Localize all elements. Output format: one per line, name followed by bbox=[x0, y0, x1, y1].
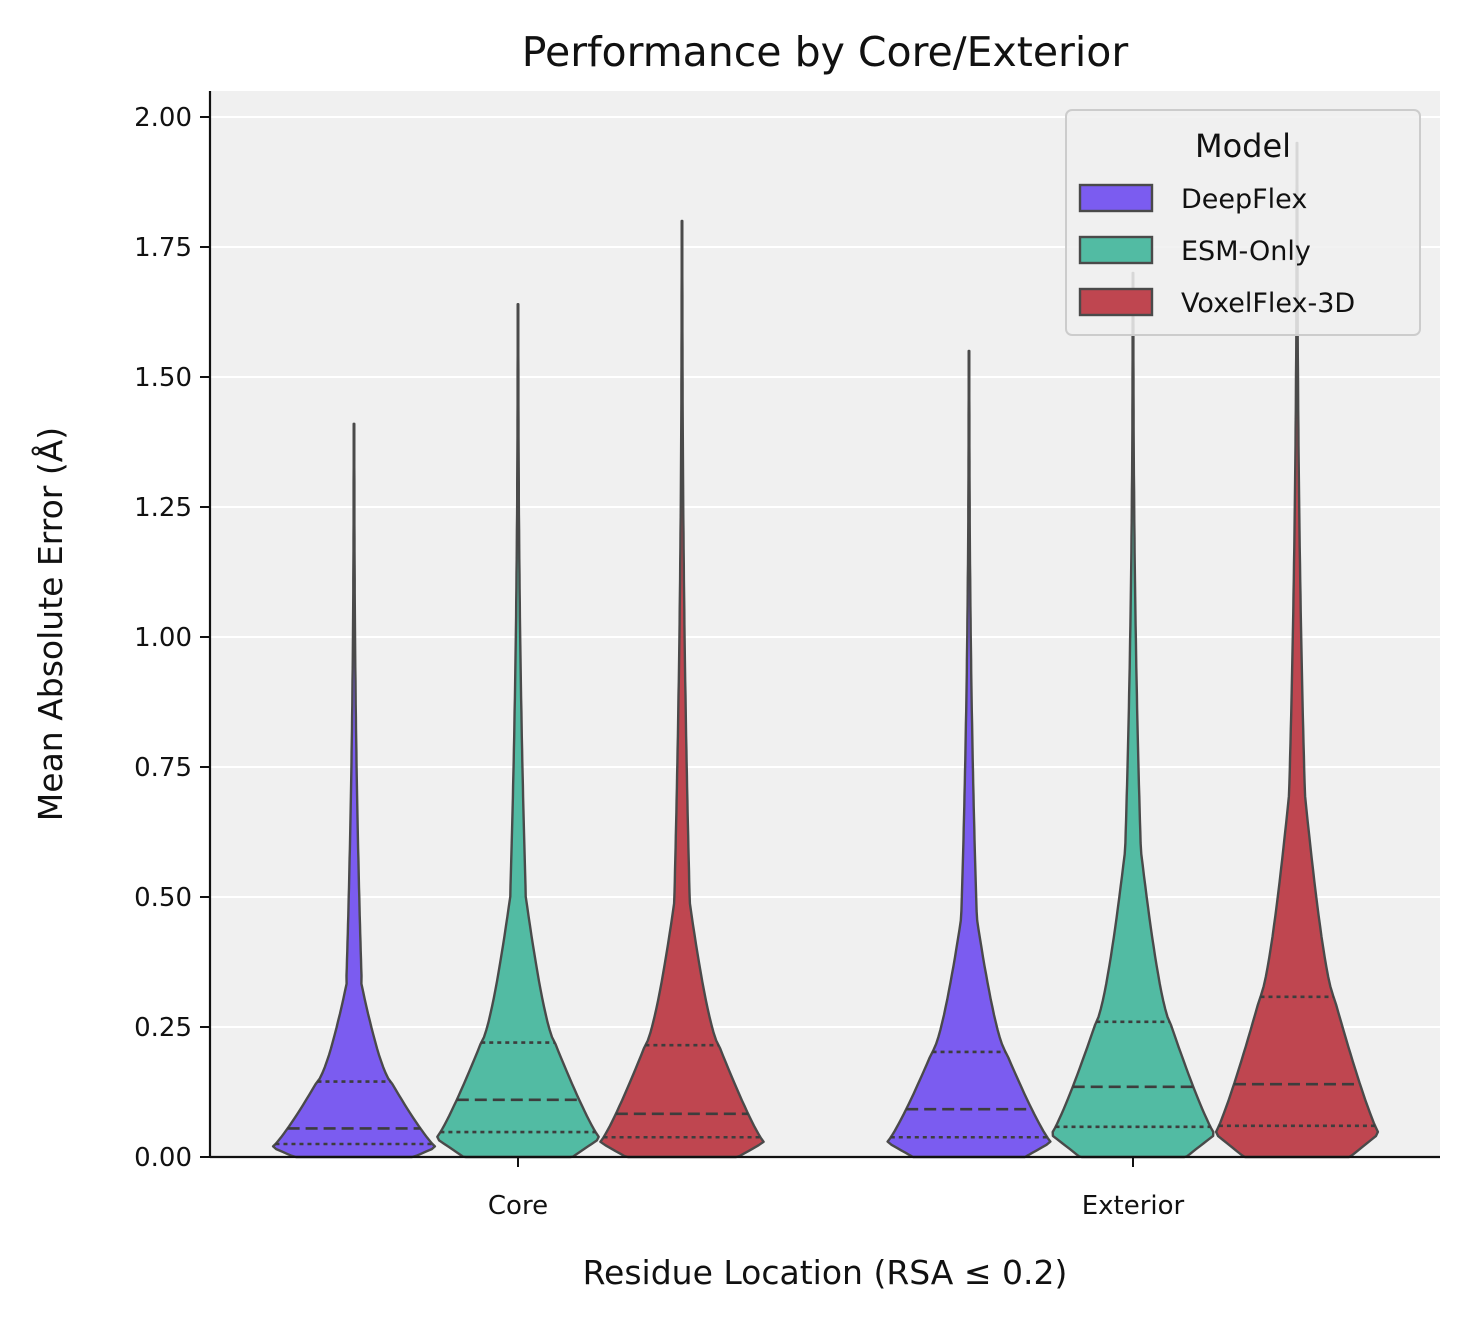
violin-deepflex-exterior bbox=[886, 349, 1052, 1159]
legend-swatch bbox=[1078, 287, 1154, 317]
legend-label: VoxelFlex-3D bbox=[1181, 288, 1355, 319]
axes bbox=[208, 91, 1440, 1159]
y-tick-label: 0.25 bbox=[134, 1013, 192, 1043]
x-tick-label: Core bbox=[488, 1191, 548, 1221]
y-tick-label: 1.00 bbox=[134, 623, 192, 653]
y-tick-label: 0.50 bbox=[134, 883, 192, 913]
x-ticks: Core Exterior bbox=[488, 1157, 1185, 1221]
y-axis-label: Mean Absolute Error (Å) bbox=[30, 427, 70, 821]
violin-body bbox=[599, 219, 765, 1159]
violin-body bbox=[886, 349, 1052, 1159]
violin-group bbox=[271, 141, 1380, 1159]
y-tick-label: 1.75 bbox=[134, 233, 192, 263]
legend-label: ESM-Only bbox=[1181, 236, 1311, 267]
y-tick-label: 0.00 bbox=[134, 1143, 192, 1173]
x-tick-label: Exterior bbox=[1082, 1191, 1185, 1221]
violin-voxelflex-3d-core bbox=[599, 219, 765, 1159]
y-tick-label: 1.25 bbox=[134, 493, 192, 523]
violin-esm-only-core bbox=[436, 303, 600, 1159]
legend-frame bbox=[1065, 109, 1421, 336]
legend-swatch bbox=[1078, 183, 1154, 213]
y-tick-label: 1.50 bbox=[134, 363, 192, 393]
y-tick-label: 2.00 bbox=[134, 103, 192, 133]
legend-swatch bbox=[1078, 235, 1154, 265]
legend: Model DeepFlex ESM-Only VoxelFlex-3D bbox=[1065, 109, 1421, 336]
legend-label: DeepFlex bbox=[1181, 184, 1307, 215]
legend-title: Model bbox=[1195, 127, 1291, 165]
x-axis-label: Residue Location (RSA ≤ 0.2) bbox=[583, 1253, 1068, 1292]
y-tick-label: 0.75 bbox=[134, 753, 192, 783]
violin-deepflex-core bbox=[271, 422, 437, 1159]
violin-body bbox=[271, 422, 437, 1159]
y-ticks: 0.00 0.25 0.50 0.75 1.00 1.25 1.50 1.75 2.00 bbox=[134, 103, 210, 1173]
chart-title: Performance by Core/Exterior bbox=[522, 28, 1129, 76]
